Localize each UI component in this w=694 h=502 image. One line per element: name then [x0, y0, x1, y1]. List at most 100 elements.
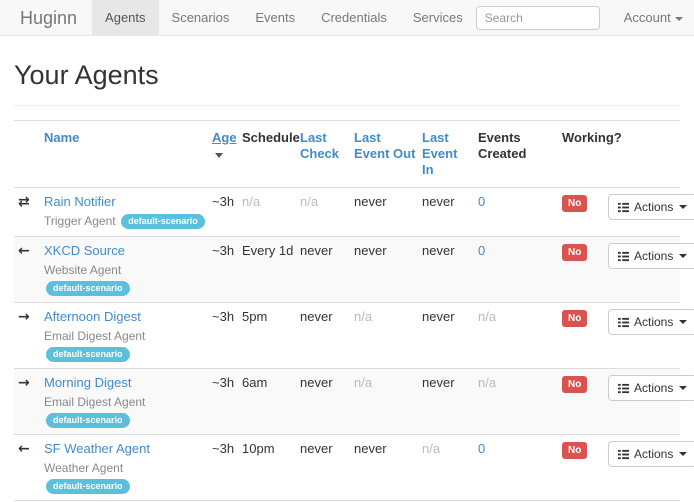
nav-item-services[interactable]: Services [412, 10, 463, 25]
actions-label: Actions [634, 381, 674, 396]
schedule-cell: n/a [238, 187, 296, 237]
last-check-cell: never [296, 302, 350, 369]
page-title: Your Agents [14, 60, 159, 90]
nav-item-scenarios[interactable]: Scenarios [171, 10, 230, 25]
working-status-badge: No [562, 244, 588, 261]
chevron-down-icon [674, 16, 683, 21]
list-icon [618, 251, 629, 261]
scenario-badge[interactable]: default-scenario [46, 281, 130, 297]
scenario-badge[interactable]: default-scenario [121, 214, 205, 230]
chevron-down-icon [679, 452, 688, 457]
actions-button[interactable]: Actions [608, 243, 694, 269]
list-icon [618, 317, 629, 327]
age-cell: ~3h [208, 368, 238, 435]
last-check-cell: never [296, 235, 350, 303]
table-row: ← XKCD Source Website Agent default-scen… [14, 235, 694, 303]
navbar-menu: Agents Scenarios Events Credentials Services [92, 0, 476, 35]
last-check-cell: never [296, 368, 350, 435]
last-event-out-cell: never [350, 434, 418, 501]
list-icon [618, 383, 629, 393]
last-event-out-cell: n/a [350, 302, 418, 369]
header-direction [14, 120, 40, 188]
nav-item-credentials[interactable]: Credentials [321, 10, 387, 25]
actions-label: Actions [634, 315, 674, 330]
search-input[interactable] [475, 5, 600, 30]
sort-by-name[interactable]: Name [44, 130, 80, 145]
table-header-row: Name Age Schedule Last Check Last Event … [14, 120, 680, 188]
last-event-in-cell: never [418, 500, 474, 502]
list-icon [618, 449, 629, 459]
events-created-cell[interactable]: 0 [474, 187, 558, 237]
events-created-cell[interactable]: 0 [474, 500, 558, 502]
last-event-out-cell: never [350, 500, 418, 502]
age-cell: ~3h [208, 434, 238, 501]
agent-name-link[interactable]: XKCD Source [44, 243, 125, 258]
last-event-in-cell: never [418, 187, 474, 237]
chevron-down-icon [679, 254, 688, 258]
agent-type-label: Website Agent [44, 263, 122, 277]
sort-direction-icon [215, 153, 223, 158]
working-status-badge: No [562, 195, 588, 212]
agent-type-label: Email Digest Agent [44, 329, 146, 344]
events-created-cell[interactable]: 0 [474, 434, 558, 501]
last-check-cell: never [296, 434, 350, 501]
table-row: ⇄ Rain Notifier Trigger Agent default-sc… [14, 187, 694, 237]
schedule-cell: Every 1d [238, 235, 296, 303]
arrow-right-icon: → [18, 375, 30, 392]
working-status-badge: No [562, 376, 588, 394]
age-cell: ~3h [208, 302, 238, 369]
last-check-cell: never [296, 500, 350, 502]
age-cell: ~3h [208, 500, 238, 502]
header-events-created: Events Created [478, 130, 527, 161]
age-cell: ~3h [208, 187, 238, 237]
sort-by-age[interactable]: Age [212, 130, 237, 145]
header-schedule: Schedule [242, 130, 300, 145]
table-row: ← SF Weather Agent Weather Agent default… [14, 434, 694, 501]
actions-button[interactable]: Actions [608, 441, 694, 468]
agent-type-label: Email Digest Agent [44, 395, 146, 410]
header-working: Working? [562, 130, 622, 145]
brand-link[interactable]: Huginn [20, 8, 78, 28]
account-label: Account [623, 10, 671, 25]
actions-button[interactable]: Actions [608, 194, 694, 220]
agent-type-label: Weather Agent [44, 461, 124, 476]
nav-item-events[interactable]: Events [255, 10, 296, 25]
scenario-badge[interactable]: default-scenario [46, 347, 130, 363]
last-check-cell: n/a [296, 187, 350, 237]
list-icon [618, 202, 629, 212]
actions-button[interactable]: Actions [608, 309, 694, 336]
sort-by-last-check[interactable]: Last Check [300, 130, 340, 161]
schedule-cell: Every 1d [238, 500, 296, 502]
schedule-cell: 6am [238, 368, 296, 435]
schedule-cell: 5pm [238, 302, 296, 369]
agent-name-link[interactable]: Morning Digest [44, 375, 132, 391]
agent-type-label: Trigger Agent [44, 214, 116, 228]
agent-name-link[interactable]: Rain Notifier [44, 194, 116, 209]
sort-by-last-event-in[interactable]: Last Event In [422, 130, 458, 177]
arrow-right-icon: → [18, 309, 30, 326]
agents-table-body: ⇄ Rain Notifier Trigger Agent default-sc… [14, 187, 694, 502]
sort-by-last-event-out[interactable]: Last Event Out [354, 130, 416, 161]
events-created-cell[interactable]: 0 [474, 235, 558, 303]
last-event-in-cell: n/a [418, 434, 474, 501]
header-actions [604, 120, 680, 188]
working-status-badge: No [562, 310, 588, 328]
last-event-in-cell: never [418, 368, 474, 435]
events-created-cell: n/a [474, 368, 558, 435]
chevron-down-icon [679, 205, 688, 209]
actions-label: Actions [634, 200, 674, 214]
age-cell: ~3h [208, 235, 238, 303]
actions-button[interactable]: Actions [608, 375, 694, 402]
actions-label: Actions [634, 447, 674, 462]
chevron-down-icon [679, 386, 688, 391]
last-event-out-cell: n/a [350, 368, 418, 435]
working-status-badge: No [562, 442, 588, 460]
arrow-left-icon: ← [18, 441, 30, 458]
scenario-badge[interactable]: default-scenario [46, 413, 130, 429]
account-dropdown[interactable]: Account [620, 0, 694, 35]
actions-label: Actions [634, 249, 674, 263]
nav-item-agents[interactable]: Agents [92, 0, 159, 35]
scenario-badge[interactable]: default-scenario [46, 479, 130, 495]
agent-name-link[interactable]: Afternoon Digest [44, 309, 141, 325]
agent-name-link[interactable]: SF Weather Agent [44, 441, 150, 457]
